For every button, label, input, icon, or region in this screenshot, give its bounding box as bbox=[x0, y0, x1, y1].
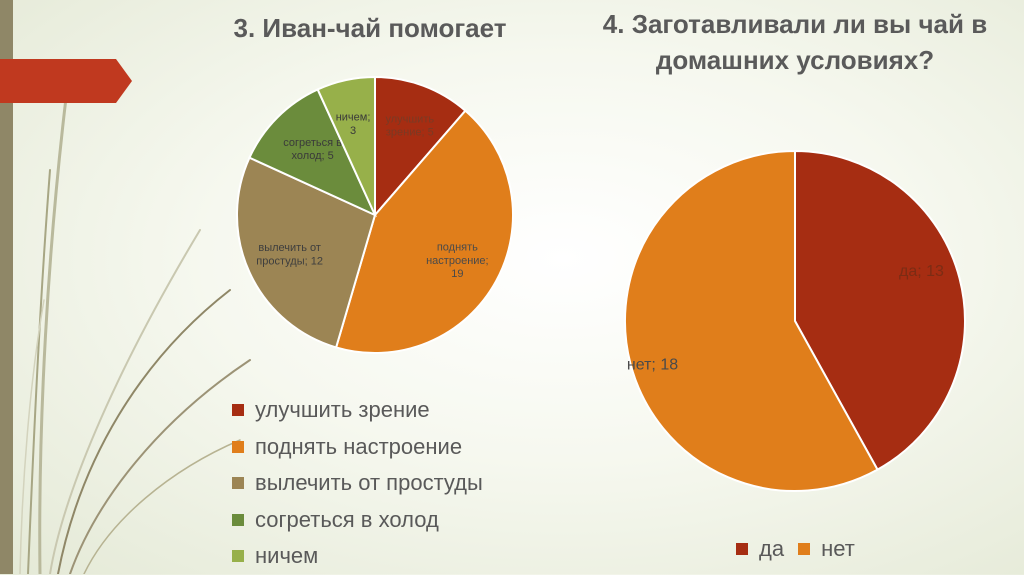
legend-item: вылечить от простуды bbox=[232, 465, 562, 502]
slice-label-line: улучшить bbox=[385, 113, 434, 125]
legend-item: улучшить зрение bbox=[232, 392, 562, 429]
chart2-legend: да нет bbox=[736, 536, 869, 562]
legend-item: нет bbox=[798, 536, 855, 562]
chart2-title: 4. Заготавливали ли вы чай в домашних ус… bbox=[602, 9, 988, 75]
slice-label-line: настроение; bbox=[426, 255, 488, 267]
pie-slice bbox=[374, 75, 467, 218]
legend-swatch bbox=[232, 550, 244, 563]
grass-stem-2 bbox=[27, 169, 51, 574]
pie-slice bbox=[236, 156, 377, 349]
decorative-grass bbox=[19, 96, 251, 574]
slice-label-line: простуды; 12 bbox=[256, 255, 323, 267]
pie-slice bbox=[248, 88, 378, 218]
grass-stem-1 bbox=[38, 96, 68, 574]
slice-label-line: холод; 5 bbox=[291, 150, 333, 162]
grass-stem-5 bbox=[49, 229, 201, 574]
slice-label-line: поднять bbox=[437, 242, 478, 254]
title-arrow-marker bbox=[0, 59, 132, 103]
legend-swatch bbox=[232, 513, 244, 526]
grass-stem-4 bbox=[69, 359, 251, 574]
slice-label-line: 3 bbox=[350, 125, 356, 137]
slice-label: согреться в холод; 5 bbox=[283, 137, 342, 162]
slice-label-line: ничем; bbox=[336, 112, 371, 124]
pie-slice bbox=[316, 75, 376, 216]
legend-swatch bbox=[232, 477, 244, 490]
chart1-legend: улучшить зрение поднять настроение вылеч… bbox=[232, 392, 562, 575]
slice-label-line: согреться в bbox=[283, 137, 342, 149]
pie-slice bbox=[334, 109, 514, 354]
sidebar-stripe bbox=[0, 0, 13, 574]
slice-label: улучшить зрение; 5 bbox=[385, 113, 434, 138]
legend-label: улучшить зрение bbox=[255, 397, 430, 423]
legend-label: нет bbox=[821, 536, 855, 561]
legend-item: да bbox=[736, 536, 784, 562]
slice-label: вылечить от простуды; 12 bbox=[256, 242, 323, 267]
slice-label-line: 19 bbox=[451, 268, 463, 280]
legend-label: поднять настроение bbox=[255, 433, 463, 459]
slice-label: да; 13 bbox=[899, 263, 944, 280]
slice-label: нет; 18 bbox=[627, 356, 678, 373]
pie-slice bbox=[624, 149, 879, 492]
slice-label-line: нет; 18 bbox=[627, 356, 678, 373]
slice-label: поднять настроение; 19 bbox=[426, 242, 488, 280]
slice-label: ничем; 3 bbox=[336, 112, 371, 137]
legend-swatch bbox=[232, 404, 244, 417]
legend-label: да bbox=[759, 536, 785, 561]
slice-label-line: вылечить от bbox=[258, 242, 321, 254]
slice-label-line: зрение; 5 bbox=[386, 127, 434, 139]
legend-item: согреться в холод bbox=[232, 502, 562, 539]
legend-swatch bbox=[736, 543, 748, 555]
legend-label: вылечить от простуды bbox=[255, 470, 483, 496]
legend-label: согреться в холод bbox=[255, 506, 439, 532]
pie-slice bbox=[794, 149, 966, 471]
legend-item: поднять настроение bbox=[232, 429, 562, 466]
legend-label: ничем bbox=[255, 543, 319, 569]
legend-swatch bbox=[798, 543, 811, 555]
slice-label-line: да; 13 bbox=[899, 263, 944, 280]
chart1-title: 3. Иван-чай помогает bbox=[233, 13, 507, 43]
legend-swatch bbox=[232, 440, 244, 453]
grass-stem-6 bbox=[83, 439, 241, 574]
grass-stem-3 bbox=[57, 289, 231, 574]
legend-item: ничем bbox=[232, 538, 562, 575]
grass-stem-7 bbox=[19, 299, 45, 574]
